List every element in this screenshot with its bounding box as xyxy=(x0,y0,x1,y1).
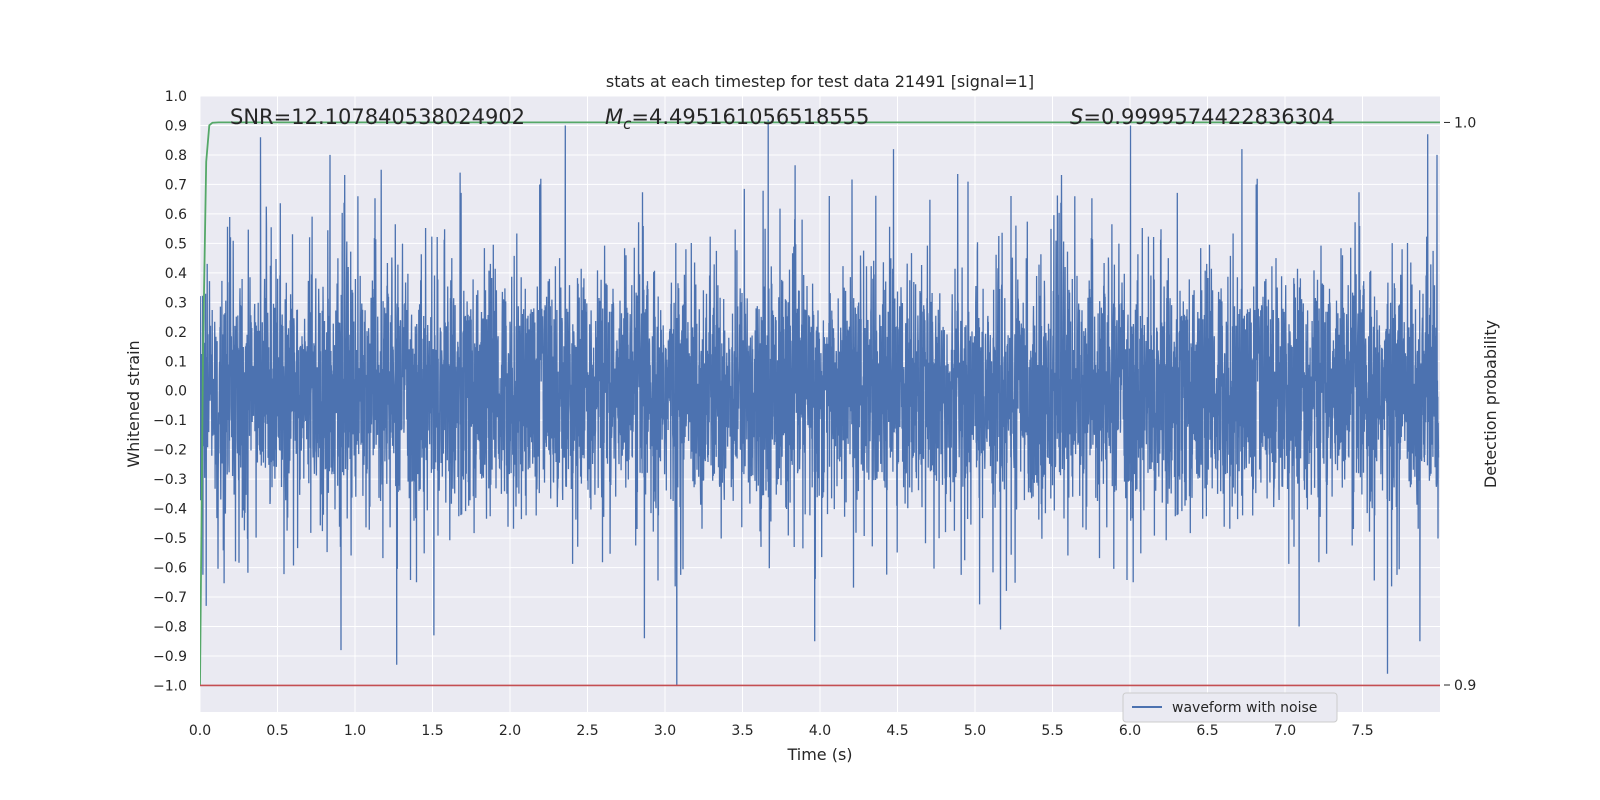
y-tick-label: −0.6 xyxy=(153,561,187,577)
x-tick-label: 4.0 xyxy=(809,723,831,739)
y2-axis-ticks: 1.0 0.9 xyxy=(1444,115,1476,694)
chart-title: stats at each timestep for test data 214… xyxy=(606,72,1034,91)
y-tick-label: 0.7 xyxy=(165,177,187,193)
y-tick-label: 0.4 xyxy=(165,266,187,282)
y-tick-label: −0.2 xyxy=(153,443,187,459)
y2-tick-label: 0.9 xyxy=(1454,678,1476,694)
x-tick-label: 5.5 xyxy=(1041,723,1063,739)
y-tick-label: 0.3 xyxy=(165,295,187,311)
snr-annotation: SNR=12.107840538024902 xyxy=(230,105,525,129)
y-tick-label: −0.4 xyxy=(153,502,187,518)
waveform-line xyxy=(200,119,1440,686)
s-annotation: S=0.9999574422836304 xyxy=(1070,105,1335,129)
x-tick-label: 0.0 xyxy=(189,723,211,739)
x-tick-label: 1.5 xyxy=(421,723,443,739)
x-tick-label: 2.0 xyxy=(499,723,521,739)
legend: waveform with noise xyxy=(1122,692,1338,723)
y2-tick-label: 1.0 xyxy=(1454,115,1476,131)
x-tick-label: 0.5 xyxy=(266,723,288,739)
x-axis-ticks: 0.0 0.5 1.0 1.5 2.0 2.5 3.0 3.5 4.0 4.5 5.0 5.5 6.0 6… xyxy=(189,723,1374,739)
y-tick-label: −0.5 xyxy=(153,531,187,547)
y-tick-label: −0.8 xyxy=(153,620,187,636)
x-axis-label: Time (s) xyxy=(786,745,852,764)
x-tick-label: 3.5 xyxy=(731,723,753,739)
detection-probability-line xyxy=(200,121,1440,686)
y-tick-label: −0.1 xyxy=(153,413,187,429)
y-tick-label: 0.1 xyxy=(165,354,187,370)
chirp-mass-annotation: Mc=4.495161056518555 xyxy=(605,105,869,133)
y-tick-label: −1.0 xyxy=(153,678,187,694)
x-tick-label: 5.0 xyxy=(964,723,986,739)
x-tick-label: 3.0 xyxy=(654,723,676,739)
x-tick-label: 6.5 xyxy=(1196,723,1218,739)
legend-label-waveform: waveform with noise xyxy=(1172,700,1317,716)
y-tick-label: 0.2 xyxy=(165,325,187,341)
y-tick-label: 0.5 xyxy=(165,236,187,252)
x-tick-label: 7.0 xyxy=(1274,723,1296,739)
x-tick-label: 4.5 xyxy=(886,723,908,739)
x-tick-label: 6.0 xyxy=(1119,723,1141,739)
y-axis-ticks: 1.0 0.9 0.8 0.7 0.6 0.5 0.4 0.3 0.2 0.1 0.0 −0.1 −0.… xyxy=(153,89,187,694)
y-tick-label: −0.9 xyxy=(153,649,187,665)
x-tick-label: 7.5 xyxy=(1351,723,1373,739)
x-tick-label: 1.0 xyxy=(344,723,366,739)
x-tick-label: 2.5 xyxy=(576,723,598,739)
series-layer xyxy=(200,119,1440,687)
y-tick-label: 0.8 xyxy=(165,148,187,164)
y2-axis-label: Detection probability xyxy=(1481,320,1500,488)
y-tick-label: −0.3 xyxy=(153,472,187,488)
y-tick-label: 0.6 xyxy=(165,207,187,223)
y-axis-label: Whitened strain xyxy=(124,340,143,467)
legend-box xyxy=(1122,692,1338,723)
y-tick-label: 1.0 xyxy=(165,89,187,105)
y-tick-label: 0.9 xyxy=(165,118,187,134)
y-tick-label: 0.0 xyxy=(165,384,187,400)
y-tick-label: −0.7 xyxy=(153,590,187,606)
